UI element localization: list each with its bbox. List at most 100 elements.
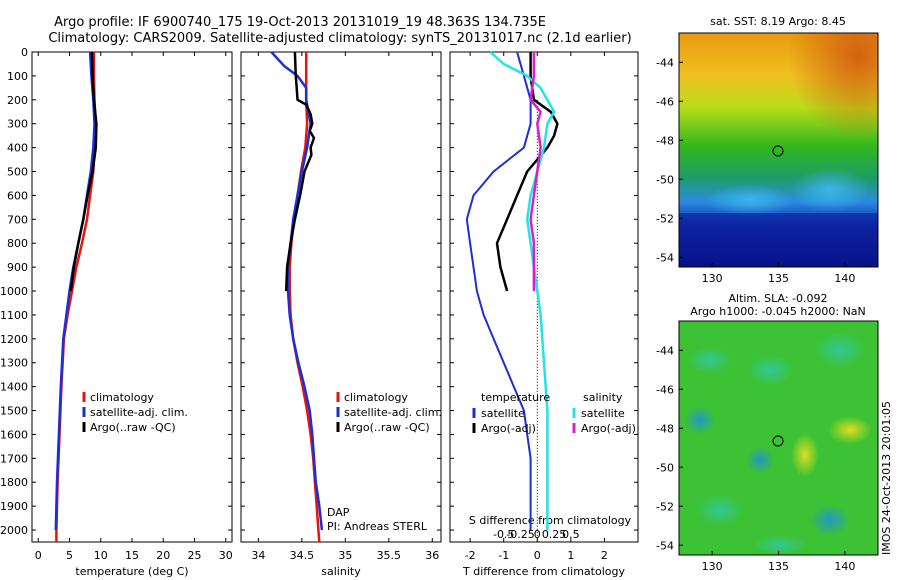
series-line-2: [54, 51, 96, 531]
series-line-4: [529, 52, 542, 291]
map-y-tick-label: -44: [656, 344, 674, 357]
depth-tick-label: 0: [21, 46, 28, 59]
x-tick-label: 25: [188, 549, 202, 562]
panel-frame: [31, 51, 233, 543]
legend-label: satellite-adj. clim.: [90, 406, 188, 419]
dap-label: DAP: [327, 506, 350, 519]
map-x-tick-label: 140: [834, 272, 855, 285]
map-y-tick-label: -44: [656, 56, 674, 69]
legend-temp-header: temperature: [481, 391, 550, 404]
sla-map: [679, 321, 878, 555]
map-y-tick-label: -48: [656, 134, 674, 147]
x-tick-label: 35: [338, 549, 352, 562]
depth-tick-label: 300: [7, 118, 28, 131]
profile-panel-2: 34 34.5 35 35.5 36 salinity climatology satelli…: [240, 51, 442, 578]
depth-tick-label: 500: [7, 166, 28, 179]
legend-label: climatology: [344, 391, 408, 404]
legend-label: Argo(..raw -QC): [344, 421, 430, 434]
map-y-tick-label: -46: [656, 383, 674, 396]
depth-tick-label: 1600: [0, 428, 28, 441]
legend-label: Argo(..raw -QC): [90, 421, 176, 434]
map-x-tick-label: 135: [768, 560, 789, 573]
x-tick-label: 34: [251, 549, 265, 562]
x-tick-label: 0: [534, 549, 541, 562]
legend-label: climatology: [90, 391, 154, 404]
legend-label: satellite: [581, 407, 625, 420]
s-diff-tick-label: -0.5: [493, 528, 514, 541]
profile-panel-3: -2 -1 0 1 2 T difference from climatology -0.5…: [449, 51, 639, 578]
x-tick-label: 2: [601, 549, 608, 562]
s-diff-tick-label: 0: [534, 528, 541, 541]
map-x-tick-label: 130: [702, 560, 723, 573]
depth-tick-label: 1300: [0, 357, 28, 370]
map-y-tick-label: -48: [656, 422, 674, 435]
legend-label: Argo(-adj): [581, 422, 636, 435]
sla-map-title-line2: Argo h1000: -0.045 h2000: NaN: [690, 305, 866, 318]
sla-argo-location-marker: [772, 435, 784, 447]
depth-tick-label: 1200: [0, 333, 28, 346]
map-y-tick-label: -52: [656, 500, 674, 513]
legend-label: satellite-adj. clim.: [344, 406, 442, 419]
depth-tick-label: 200: [7, 94, 28, 107]
map-y-tick-label: -50: [656, 461, 674, 474]
depth-tick-label: 900: [7, 261, 28, 274]
legend-label: satellite: [481, 407, 525, 420]
x-axis-label: salinity: [321, 565, 361, 578]
sst-map-title: sat. SST: 8.19 Argo: 8.45: [710, 15, 846, 28]
series-line-2: [495, 52, 559, 292]
depth-tick-label: 600: [7, 189, 28, 202]
x-tick-label: 34.5: [290, 549, 315, 562]
depth-tick-label: 1900: [0, 500, 28, 513]
s-diff-tick-label: -0.25: [506, 528, 534, 541]
map-y-tick-label: -46: [656, 95, 674, 108]
depth-tick-label: 1700: [0, 452, 28, 465]
depth-tick-label: 2000: [0, 524, 28, 537]
sst-map: [679, 33, 878, 267]
panel-frame: [240, 51, 442, 543]
depth-tick-label: 800: [7, 237, 28, 250]
depth-tick-label: 400: [7, 142, 28, 155]
map-y-tick-label: -52: [656, 212, 674, 225]
x-tick-label: 15: [125, 549, 139, 562]
s-diff-axis-label: S difference from climatology: [469, 514, 632, 527]
x-axis-label: temperature (deg C): [75, 565, 188, 578]
x-axis-label: T difference from climatology: [462, 565, 625, 578]
depth-tick-label: 1800: [0, 476, 28, 489]
profile-panel-1: 0100200300400500600700800900100011001200…: [0, 46, 233, 578]
sst-axes-ticks: 130 135 140 -44 -46 -48 -50 -52 -54: [656, 56, 855, 285]
series-line-3: [69, 51, 98, 292]
depth-tick-label: 700: [7, 213, 28, 226]
panel-frame: [449, 51, 639, 543]
map-x-tick-label: 135: [768, 272, 789, 285]
depth-tick-label: 1500: [0, 405, 28, 418]
depth-tick-label: 1100: [0, 309, 28, 322]
x-tick-label: 0: [35, 549, 42, 562]
x-tick-label: 30: [219, 549, 233, 562]
depth-tick-label: 1400: [0, 381, 28, 394]
x-tick-label: 1: [567, 549, 574, 562]
figure-title-line1: Argo profile: IF 6900740_175 19-Oct-2013…: [54, 15, 546, 30]
series-line-1: [55, 52, 98, 542]
s-diff-tick-label: 0.25: [542, 528, 567, 541]
map-x-tick-label: 140: [834, 560, 855, 573]
map-x-tick-label: 130: [702, 272, 723, 285]
x-tick-label: 10: [94, 549, 108, 562]
pi-label: PI: Andreas STERL: [327, 520, 428, 533]
series-line-3: [489, 51, 556, 530]
sst-argo-location-marker: [772, 145, 784, 157]
sla-map-title-line1: Altim. SLA: -0.092: [728, 292, 827, 305]
s-diff-tick-label: 0.5: [562, 528, 580, 541]
x-tick-label: 20: [156, 549, 170, 562]
map-y-tick-label: -50: [656, 173, 674, 186]
x-tick-label: -1: [498, 549, 509, 562]
legend-sal-header: salinity: [583, 391, 623, 404]
series-line-2: [270, 51, 324, 531]
x-tick-label: 5: [66, 549, 73, 562]
sla-axes-ticks: 130 135 140 -44 -46 -48 -50 -52 -54: [656, 344, 855, 573]
map-y-tick-label: -54: [656, 539, 674, 552]
timestamp-label: IMOS 24-Oct-2013 20:01:05: [880, 401, 893, 555]
depth-tick-label: 100: [7, 70, 28, 83]
x-tick-label: 35.5: [377, 549, 402, 562]
series-line-1: [465, 51, 532, 530]
